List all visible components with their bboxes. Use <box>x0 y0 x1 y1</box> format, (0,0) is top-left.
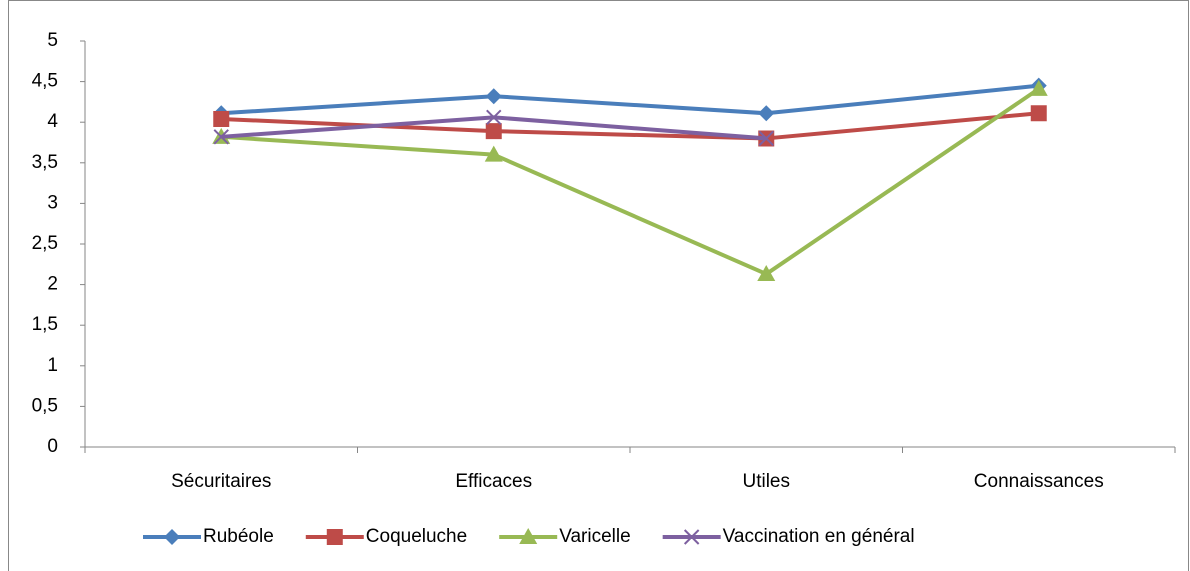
legend-marker <box>326 529 343 545</box>
series-line <box>221 83 1039 116</box>
y-tick-label: 2 <box>47 274 58 295</box>
y-tick-label: 5 <box>47 30 58 51</box>
legend-label: Varicelle <box>559 526 630 547</box>
y-tick-label: 1,5 <box>32 314 58 335</box>
x-tick-label: Utiles <box>742 471 790 492</box>
series-line <box>221 111 1039 141</box>
legend-label: Rubéole <box>203 526 274 547</box>
x-tick-label: Connaissances <box>974 471 1104 492</box>
series-marker <box>485 88 502 105</box>
legend-marker <box>683 529 700 545</box>
series-marker <box>757 265 776 282</box>
series-marker <box>758 105 775 122</box>
series-line <box>221 87 1040 277</box>
legend-label: Vaccination en général <box>723 526 915 547</box>
series-marker <box>1029 79 1048 96</box>
series-marker <box>213 129 229 145</box>
series-marker <box>1030 105 1047 122</box>
y-tick-label: 2,5 <box>32 233 58 254</box>
series-marker <box>486 109 502 126</box>
series-marker <box>758 130 774 147</box>
series-marker <box>485 123 502 140</box>
legend-label: Coqueluche <box>366 526 467 547</box>
legend-marker <box>164 529 180 545</box>
chart-frame <box>8 0 1189 571</box>
x-tick-label: Efficaces <box>455 471 532 492</box>
y-tick-label: 1 <box>47 355 58 376</box>
y-tick-label: 4,5 <box>32 71 58 92</box>
y-tick-label: 4 <box>47 111 58 132</box>
series-marker <box>484 145 503 162</box>
x-tick-label: Sécuritaires <box>171 471 271 492</box>
y-tick-label: 3,5 <box>32 152 58 173</box>
legend-marker <box>519 528 538 544</box>
y-tick-label: 0 <box>47 436 58 457</box>
y-tick-label: 3 <box>47 192 58 213</box>
series-marker <box>213 110 230 127</box>
y-tick-label: 0,5 <box>32 395 58 416</box>
